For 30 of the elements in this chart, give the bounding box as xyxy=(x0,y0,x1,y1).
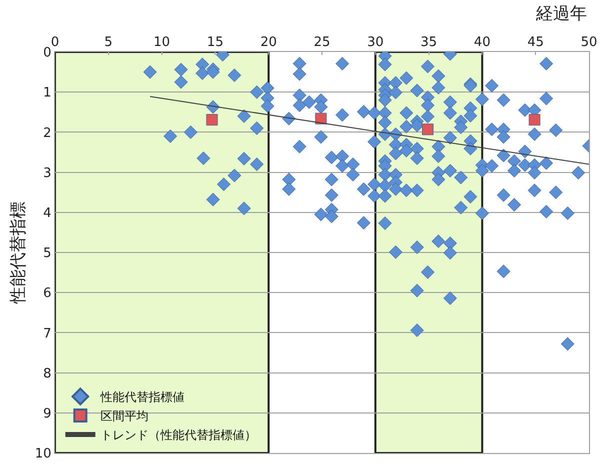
x-tick-label: 25 xyxy=(314,34,330,50)
legend-label: 性能代替指標値 xyxy=(99,390,184,404)
y-tick-label: 8 xyxy=(43,366,52,382)
point xyxy=(528,114,540,126)
y-tick-label: 0 xyxy=(43,46,52,61)
y-tick-label: 9 xyxy=(43,406,52,422)
y-tick-label: 4 xyxy=(43,206,52,221)
x-tick-label: 10 xyxy=(154,34,170,50)
legend-label: 区間平均 xyxy=(100,409,148,424)
y-tick-label: 6 xyxy=(43,286,52,302)
x-tick-label: 40 xyxy=(474,34,490,50)
x-tick-label: 5 xyxy=(104,34,113,50)
x-tick-label: 20 xyxy=(260,34,277,50)
y-tick-label: 5 xyxy=(43,246,52,262)
legend-label: トレンド（性能代替指標値） xyxy=(100,428,256,442)
y-tick-label: 1 xyxy=(43,86,52,101)
x-tick-label: 45 xyxy=(527,34,544,50)
point xyxy=(422,124,434,136)
x-axis-title: 経過年 xyxy=(535,4,587,24)
y-axis-title: 性能代替指標 xyxy=(8,202,28,304)
x-tick-label: 50 xyxy=(580,34,598,50)
x-tick-label: 15 xyxy=(206,34,224,50)
y-tick-label: 2 xyxy=(43,126,52,141)
y-tick-label: 7 xyxy=(43,326,52,342)
y-tick-label: 3 xyxy=(43,166,52,181)
point xyxy=(206,114,218,126)
y-tick-label: 10 xyxy=(34,446,52,462)
x-tick-label: 30 xyxy=(367,34,384,50)
point xyxy=(315,112,327,124)
x-tick-label: 35 xyxy=(420,34,438,50)
